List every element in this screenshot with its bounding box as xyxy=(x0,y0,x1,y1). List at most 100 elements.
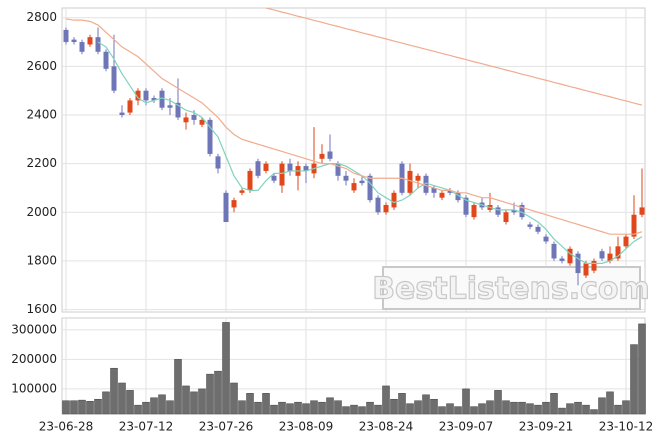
y-tick-label: 300000 xyxy=(11,322,57,336)
candle-body xyxy=(95,37,101,52)
candle-body xyxy=(423,175,429,193)
candle-body xyxy=(231,200,237,208)
candle-body xyxy=(223,192,229,223)
volume-bar xyxy=(214,370,222,415)
candle-body xyxy=(551,243,557,259)
candle-body xyxy=(511,209,517,213)
volume-bar xyxy=(110,367,118,415)
candle-body xyxy=(599,251,605,259)
volume-bar xyxy=(182,385,190,415)
candle-body xyxy=(183,117,189,123)
volume-bar xyxy=(582,404,590,415)
moving-average-line xyxy=(65,18,643,235)
volume-bar xyxy=(494,390,502,415)
candle-body xyxy=(543,236,549,242)
volume-bar xyxy=(102,391,110,415)
y-tick-label: 2400 xyxy=(26,108,57,122)
candle-body xyxy=(343,175,349,181)
volume-bar xyxy=(614,404,622,415)
candle-body xyxy=(287,163,293,171)
watermark: BestListens.com xyxy=(372,272,650,307)
volume-bar xyxy=(230,382,238,415)
candle-body xyxy=(559,258,565,261)
candle-body xyxy=(575,253,581,274)
candle-body xyxy=(359,180,365,184)
candle-body xyxy=(391,192,397,208)
candle-body xyxy=(255,161,261,176)
volume-bar xyxy=(550,393,558,415)
x-tick-label: 23-07-26 xyxy=(199,420,253,434)
candle-body xyxy=(527,224,533,227)
volume-bar xyxy=(526,403,534,415)
y-tick-label: 200000 xyxy=(11,352,57,366)
watermark-box xyxy=(382,266,641,310)
x-tick-label: 23-08-09 xyxy=(279,420,333,434)
volume-bar xyxy=(158,394,166,415)
volume-bar xyxy=(414,400,422,415)
candle-body xyxy=(79,42,85,52)
volume-bar xyxy=(94,398,102,415)
volume-bar xyxy=(198,388,206,415)
candle-body xyxy=(151,97,157,101)
volume-bar xyxy=(302,403,310,415)
volume-bar xyxy=(86,401,94,415)
candle-body xyxy=(327,151,333,159)
candle-body xyxy=(463,197,469,215)
x-tick-label: 23-09-07 xyxy=(439,420,493,434)
volume-bar xyxy=(142,401,150,415)
candle-body xyxy=(175,102,181,118)
candle-body xyxy=(143,90,149,101)
volume-bar xyxy=(470,406,478,415)
volume-bar xyxy=(510,401,518,415)
candle-body xyxy=(431,187,437,193)
candle-body xyxy=(279,163,285,186)
volume-bar xyxy=(558,407,566,415)
y-tick-label: 2200 xyxy=(26,156,57,170)
y-tick-label: 2800 xyxy=(26,10,57,24)
x-tick-label: 23-08-24 xyxy=(359,420,413,434)
y-tick-label: 1800 xyxy=(26,253,57,267)
volume-bar xyxy=(502,400,510,415)
y-tick-label: 100000 xyxy=(11,381,57,395)
y-tick-label: 1600 xyxy=(26,302,57,316)
volume-bar xyxy=(382,385,390,415)
volume-bar xyxy=(518,401,526,415)
volume-bar xyxy=(422,394,430,415)
volume-bar xyxy=(70,400,78,415)
candle-body xyxy=(335,163,341,176)
volume-bar xyxy=(286,403,294,415)
candle-body xyxy=(319,153,325,159)
volume-bar xyxy=(342,406,350,415)
volume-bar xyxy=(590,409,598,415)
candle-body xyxy=(607,253,613,261)
x-tick-label: 23-10-12 xyxy=(599,420,653,434)
candle-body xyxy=(583,263,589,276)
volume-bar xyxy=(534,404,542,415)
candle-body xyxy=(271,175,277,181)
volume-bar xyxy=(358,406,366,415)
volume-bar xyxy=(134,404,142,415)
volume-bar xyxy=(326,397,334,415)
volume-bar xyxy=(246,393,254,415)
candle-body xyxy=(111,66,117,91)
candle-body xyxy=(447,190,453,193)
candle-body xyxy=(631,214,637,237)
candle-body xyxy=(159,90,165,108)
candle-body xyxy=(367,175,373,201)
volume-bar xyxy=(78,399,86,415)
candle-body xyxy=(471,204,477,218)
volume-bar xyxy=(270,404,278,415)
candle-body xyxy=(63,29,69,43)
moving-average-line xyxy=(97,41,643,264)
candle-body xyxy=(639,207,645,215)
volume-bar xyxy=(222,322,230,415)
volume-bar xyxy=(238,400,246,415)
candle-body xyxy=(503,212,509,223)
y-tick-label: 2000 xyxy=(26,205,57,219)
volume-bar xyxy=(190,391,198,415)
volume-bar xyxy=(350,404,358,415)
candle-body xyxy=(623,236,629,247)
candle-body xyxy=(415,175,421,181)
moving-average-line xyxy=(265,8,643,106)
